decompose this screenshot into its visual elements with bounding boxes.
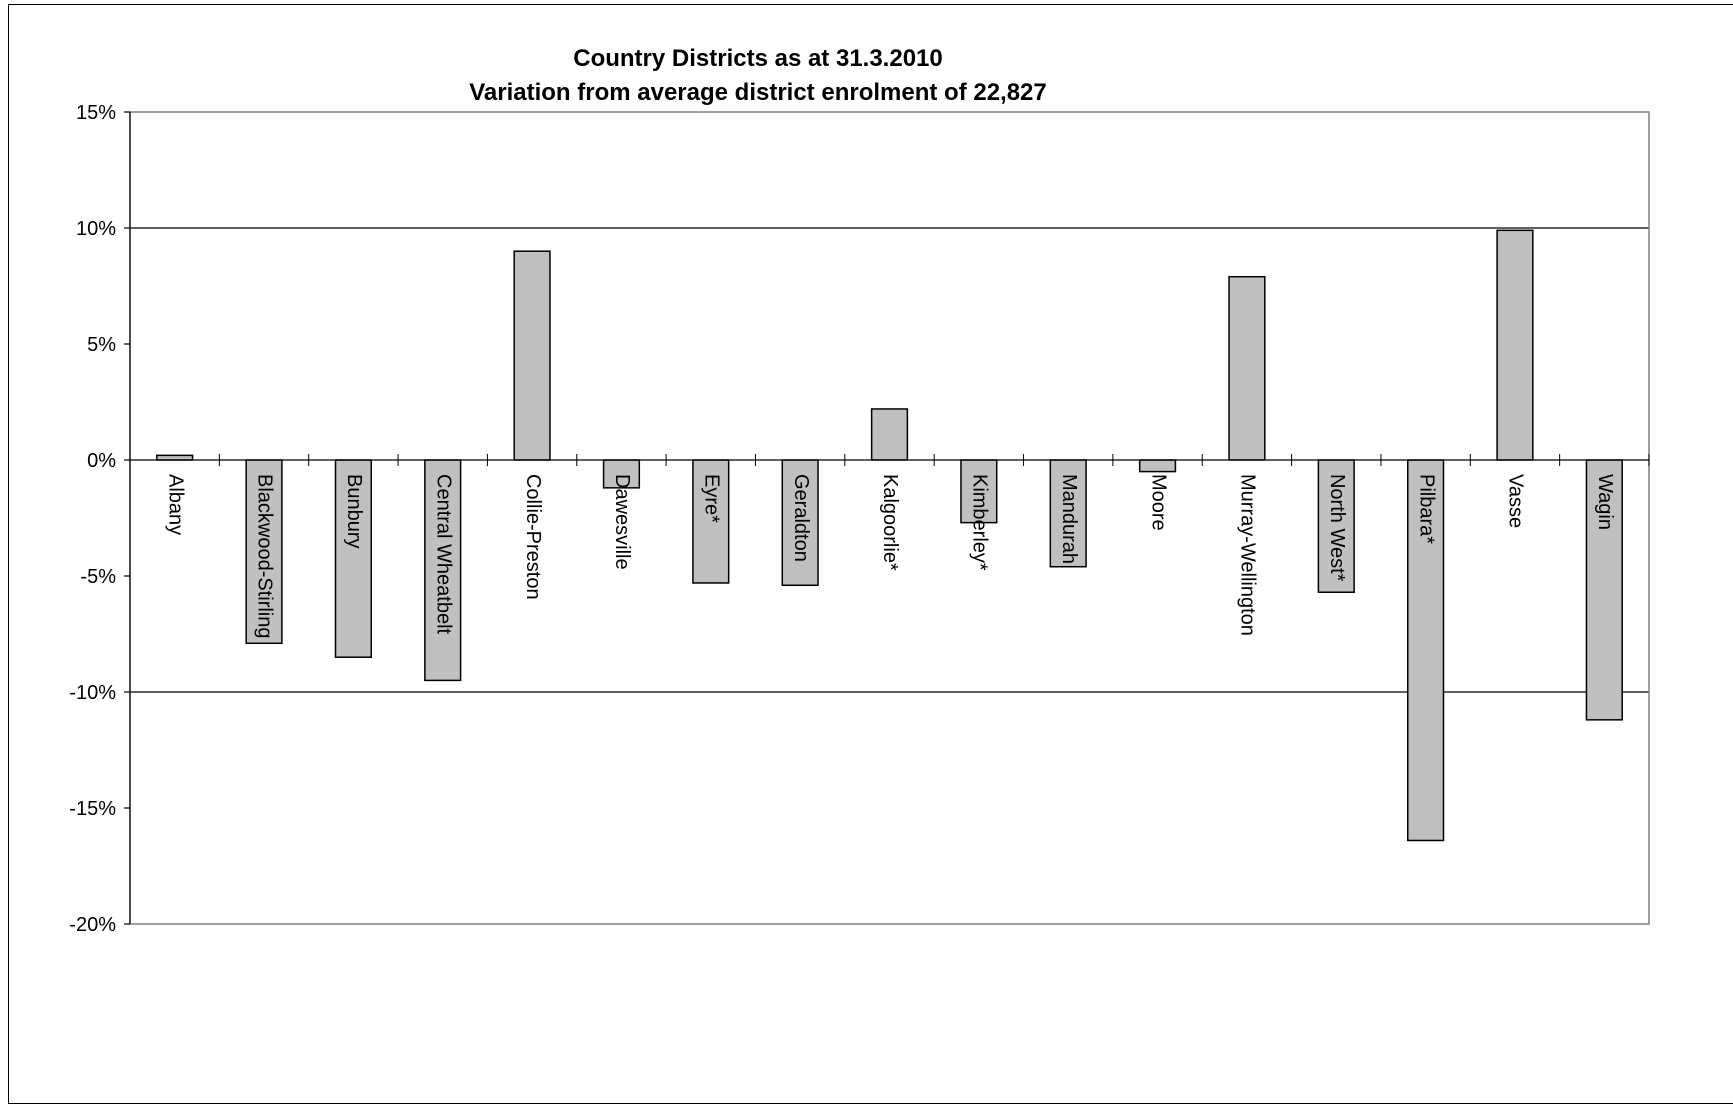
category-label: Kimberley* bbox=[969, 474, 991, 571]
category-label: Bunbury bbox=[343, 474, 365, 549]
category-label: Pilbara* bbox=[1415, 474, 1437, 544]
y-tick-label: -15% bbox=[69, 798, 116, 820]
category-label: Vasse bbox=[1505, 474, 1527, 528]
y-tick-label: -5% bbox=[80, 566, 116, 588]
category-label: Central Wheatbelt bbox=[432, 474, 454, 635]
y-tick-label: 15% bbox=[76, 102, 116, 124]
y-tick-label: 0% bbox=[87, 450, 116, 472]
y-axis-tick-labels: 15% 10% 5% 0% -5% -10% -15% -20% bbox=[69, 102, 116, 936]
bar bbox=[602, 459, 641, 489]
category-label: Dawesville bbox=[611, 474, 633, 570]
bar bbox=[1496, 229, 1534, 461]
chart-title: Country Districts as at 31.3.2010 bbox=[573, 45, 943, 72]
bar bbox=[1138, 459, 1177, 473]
category-label: North West* bbox=[1326, 474, 1348, 582]
category-label: Albany bbox=[164, 474, 186, 535]
bar bbox=[870, 408, 909, 461]
bar bbox=[1585, 459, 1623, 721]
category-label: Murray-Wellington bbox=[1237, 474, 1259, 636]
y-tick-label: 10% bbox=[76, 218, 116, 240]
y-tick-label: -10% bbox=[69, 682, 116, 704]
bar bbox=[245, 459, 283, 645]
category-label: Wagin bbox=[1594, 474, 1616, 530]
category-label: Blackwood-Stirling bbox=[254, 474, 276, 639]
bar bbox=[1406, 459, 1445, 842]
bar bbox=[1317, 459, 1355, 593]
gridlines bbox=[130, 227, 1649, 693]
bars bbox=[156, 229, 1623, 842]
bar bbox=[513, 250, 551, 461]
category-label: Moore bbox=[1147, 474, 1169, 531]
y-tick-label: 5% bbox=[87, 334, 116, 356]
category-label: Collie-Preston bbox=[522, 474, 544, 600]
bar bbox=[960, 459, 998, 524]
axes bbox=[124, 111, 1650, 925]
category-label: Kalgoorlie* bbox=[879, 474, 901, 571]
y-tick-label: -20% bbox=[69, 914, 116, 936]
bar-chart: Country Districts as at 31.3.2010 Variat… bbox=[69, 45, 1650, 936]
category-label: Mandurah bbox=[1058, 474, 1080, 564]
category-labels: Albany Blackwood-Stirling Bunbury Central W… bbox=[164, 474, 1616, 639]
chart-subtitle: Variation from average district enrolmen… bbox=[469, 79, 1047, 106]
bar bbox=[156, 454, 194, 461]
category-label: Eyre* bbox=[701, 474, 723, 523]
bar bbox=[1049, 459, 1087, 568]
bar bbox=[424, 459, 462, 682]
category-label: Geraldton bbox=[790, 474, 812, 562]
bar bbox=[781, 459, 819, 587]
bar bbox=[1228, 275, 1266, 461]
